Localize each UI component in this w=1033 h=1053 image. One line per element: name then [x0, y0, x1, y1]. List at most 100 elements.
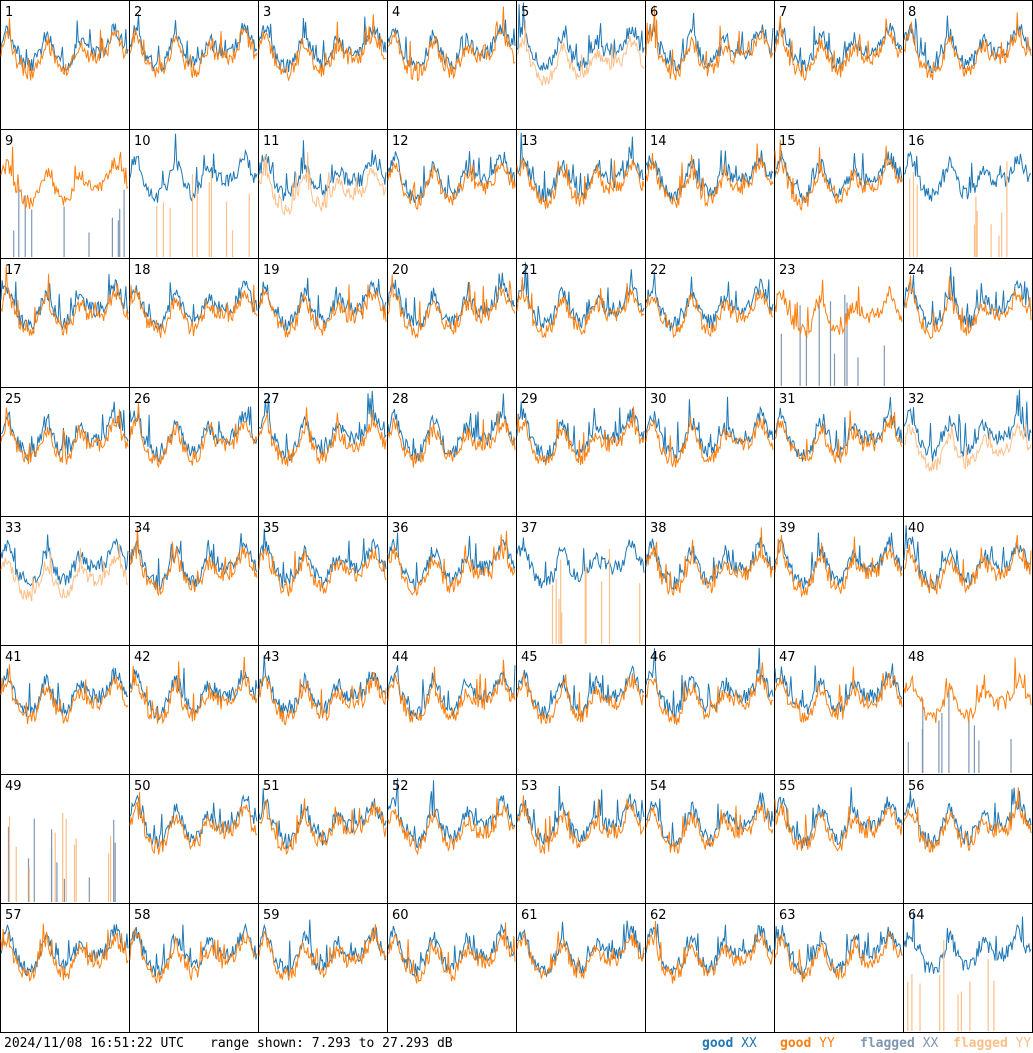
yy-trace [0, 265, 129, 336]
xx-trace [0, 273, 129, 332]
yy-trace [387, 160, 516, 210]
legend-good-xx: good XX [702, 1034, 757, 1053]
panel-28: 28 [387, 387, 517, 517]
xx-trace [0, 401, 129, 462]
panel-label: 2 [134, 5, 142, 20]
xx-trace [129, 14, 258, 73]
panel-label: 57 [5, 908, 22, 923]
panel-49: 49 [0, 774, 130, 904]
panel-label: 26 [134, 392, 151, 407]
footer-bar: 2024/11/08 16:51:22 UTC range shown: 7.2… [0, 1034, 1033, 1053]
xx-trace [645, 396, 774, 462]
legend-flagged-xx-pol: XX [922, 1036, 939, 1051]
yy-trace [0, 17, 129, 81]
yy-trace [129, 26, 258, 78]
panel-label: 39 [779, 521, 796, 536]
panel-10: 10 [129, 129, 259, 259]
panel-label: 48 [908, 650, 925, 665]
yy-trace [258, 547, 387, 597]
panel-52: 52 [387, 774, 517, 904]
panel-frame [387, 129, 517, 259]
xx-trace [258, 140, 387, 201]
panel-30: 30 [645, 387, 775, 517]
panel-55: 55 [774, 774, 904, 904]
panel-label: 55 [779, 779, 796, 794]
panel-47: 47 [774, 645, 904, 775]
yy-trace [387, 411, 516, 468]
panel-3: 3 [258, 0, 388, 130]
legend-good-xx-prefix: good [702, 1036, 742, 1051]
panel-39: 39 [774, 516, 904, 646]
panel-36: 36 [387, 516, 517, 646]
panel-label: 20 [392, 263, 409, 278]
panel-label: 36 [392, 521, 409, 536]
panel-42: 42 [129, 645, 259, 775]
panel-label: 29 [521, 392, 538, 407]
yy-trace [774, 410, 903, 464]
xx-trace [129, 922, 258, 977]
panel-21: 21 [516, 258, 646, 388]
panel-label: 19 [263, 263, 280, 278]
yy-trace [516, 672, 645, 724]
yy-trace [0, 923, 129, 982]
xx-trace [903, 911, 1032, 974]
yy-trace [387, 6, 516, 82]
panel-24: 24 [903, 258, 1033, 388]
panel-45: 45 [516, 645, 646, 775]
yy-trace-flagged [903, 422, 1032, 472]
yy-trace [258, 672, 387, 726]
panel-label: 10 [134, 134, 151, 149]
yy-trace [0, 664, 129, 725]
panel-label: 38 [650, 521, 667, 536]
panel-label: 21 [521, 263, 538, 278]
panel-label: 16 [908, 134, 925, 149]
panel-label: 5 [521, 5, 529, 20]
yy-trace [903, 657, 1032, 724]
yy-trace [645, 143, 774, 208]
panel-label: 35 [263, 521, 280, 536]
xx-trace [903, 150, 1031, 202]
panel-26: 26 [129, 387, 259, 517]
yy-trace [258, 924, 387, 981]
panel-label: 7 [779, 5, 787, 20]
yy-trace [645, 920, 774, 984]
legend-flagged-yy-prefix: flagged [953, 1036, 1016, 1051]
panel-64: 64 [903, 903, 1033, 1033]
legend-good-yy-pol: YY [819, 1036, 835, 1051]
panel-2: 2 [129, 0, 259, 130]
xx-trace [387, 665, 516, 719]
yy-trace [774, 279, 903, 339]
yy-trace-flagged [258, 152, 387, 216]
panel-label: 15 [779, 134, 796, 149]
xx-trace [129, 133, 258, 203]
panel-label: 46 [650, 650, 667, 665]
yy-trace [645, 527, 774, 596]
panel-60: 60 [387, 903, 517, 1033]
panel-label: 14 [650, 134, 667, 149]
timestamp-label: 2024/11/08 16:51:22 UTC [4, 1036, 185, 1051]
xx-trace [774, 23, 903, 73]
yy-trace [774, 16, 903, 82]
xx-trace [0, 534, 129, 587]
panel-label: 58 [134, 908, 151, 923]
panel-4: 4 [387, 0, 517, 130]
panel-16: 16 [903, 129, 1033, 259]
panel-25: 25 [0, 387, 130, 517]
panel-62: 62 [645, 903, 775, 1033]
yy-trace [645, 5, 774, 81]
yy-trace [516, 277, 645, 338]
yy-trace [258, 284, 387, 338]
panel-51: 51 [258, 774, 388, 904]
panel-label: 1 [5, 5, 13, 20]
panel-22: 22 [645, 258, 775, 388]
panel-label: 30 [650, 392, 667, 407]
panel-label: 8 [908, 5, 916, 20]
panel-40: 40 [903, 516, 1033, 646]
xx-trace [516, 401, 645, 463]
panel-frame [129, 129, 259, 259]
xx-trace [516, 2, 645, 72]
panel-58: 58 [129, 903, 259, 1033]
panel-44: 44 [387, 645, 517, 775]
legend-flagged-yy-pol: YY [1015, 1036, 1032, 1051]
xx-trace [258, 390, 387, 462]
